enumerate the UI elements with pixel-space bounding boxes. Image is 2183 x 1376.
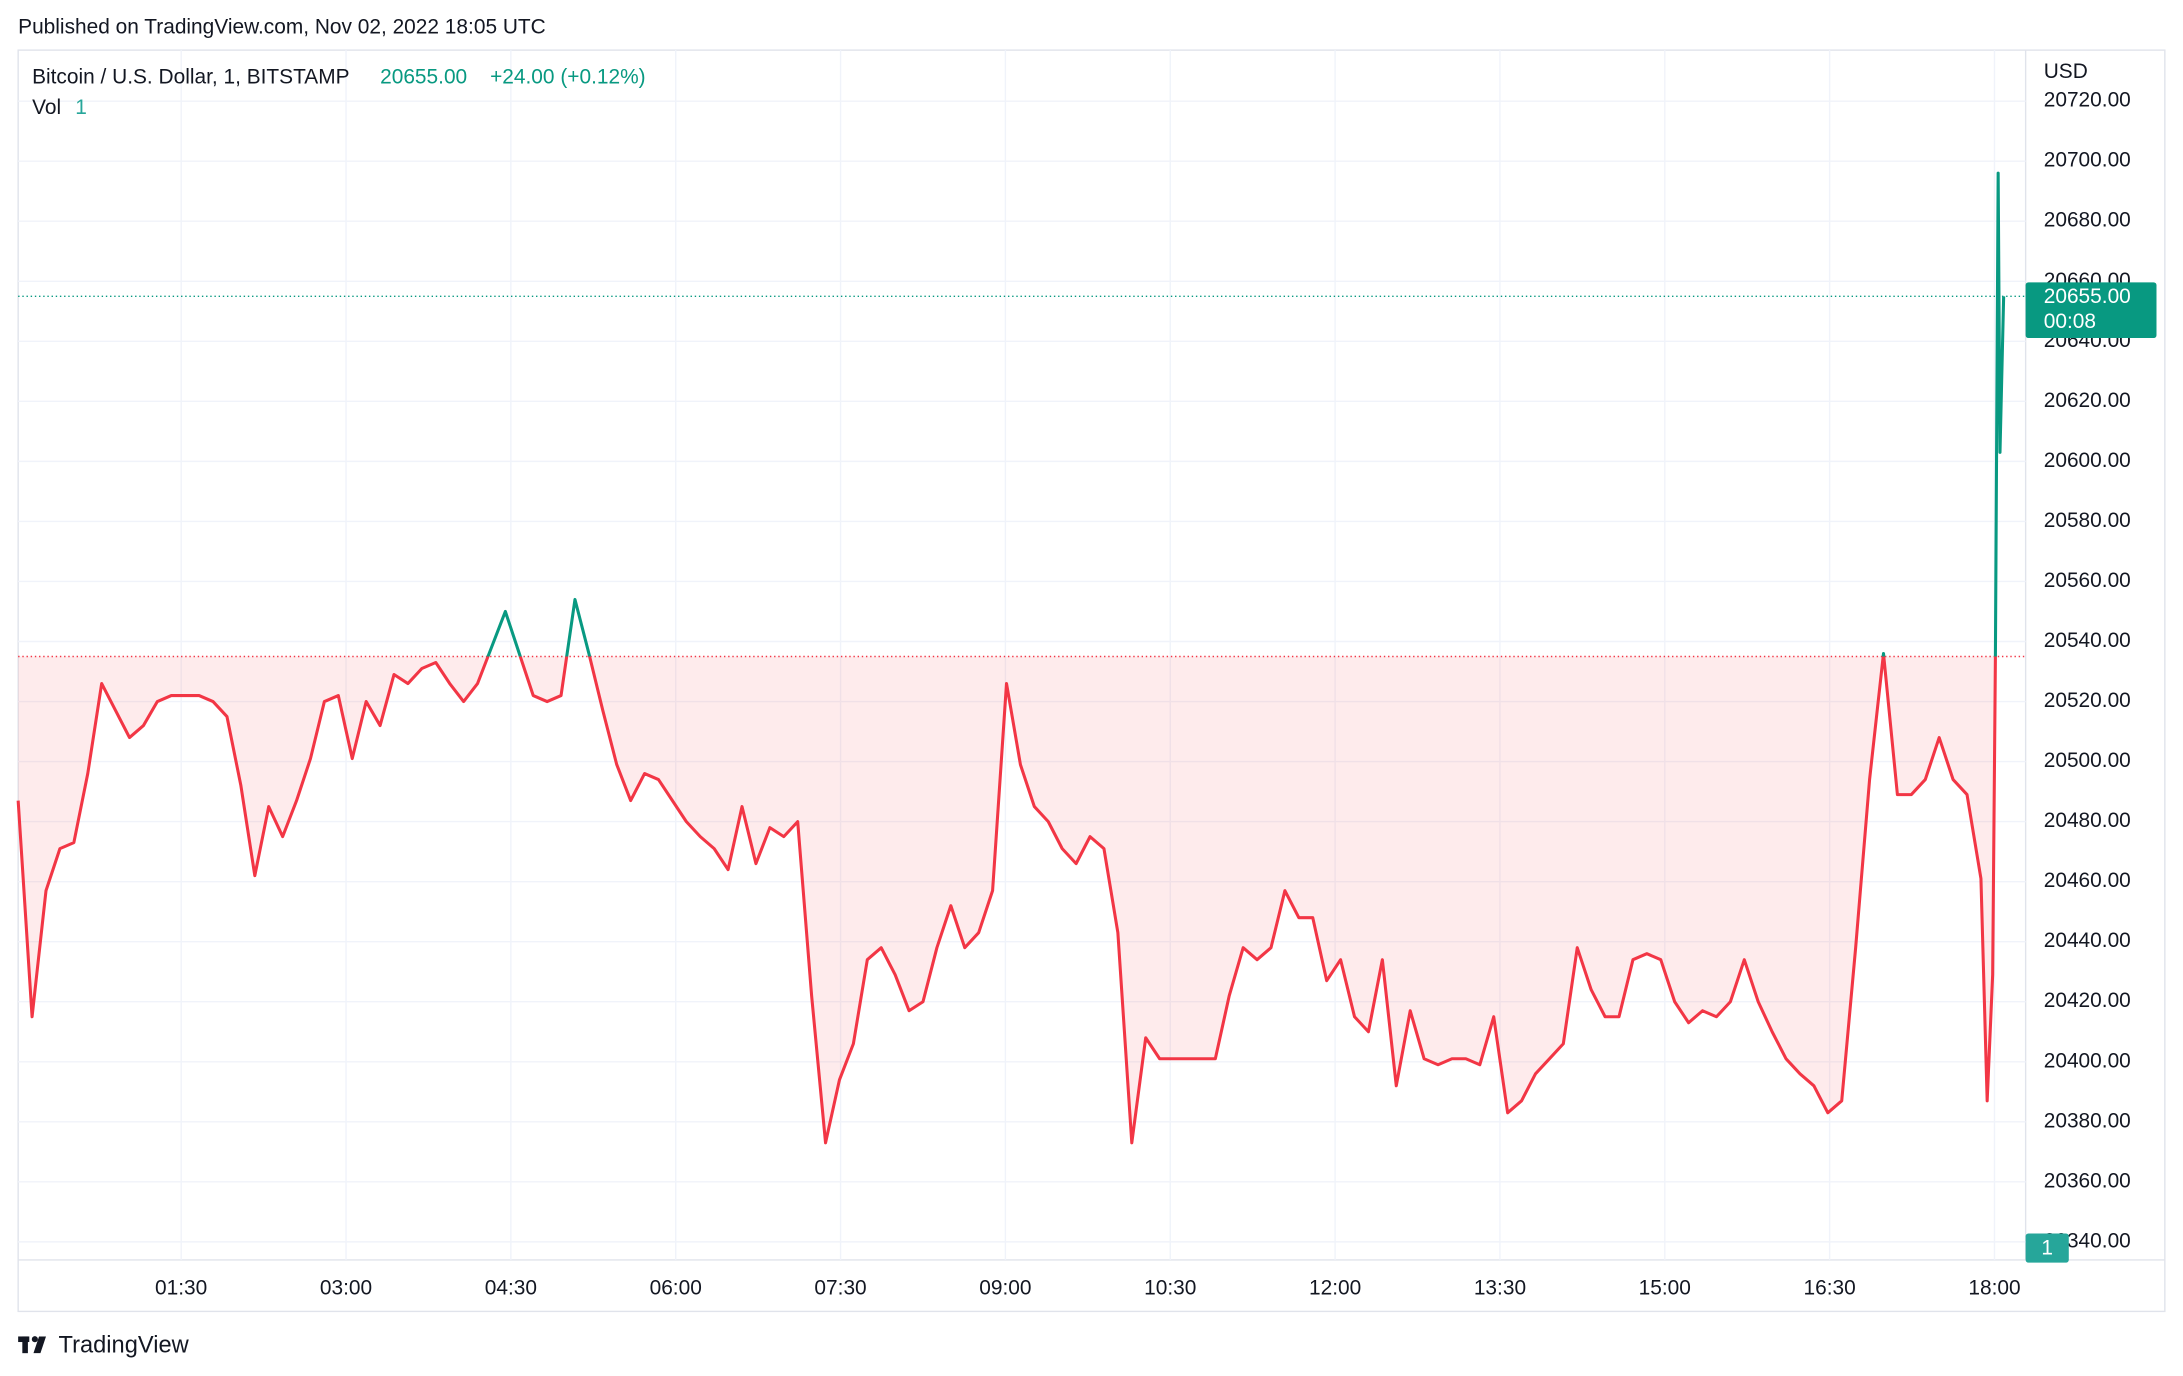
symbol-title: Bitcoin / U.S. Dollar, 1, BITSTAMP [32, 65, 349, 88]
y-tick-label: 20420.00 [2044, 989, 2131, 1012]
x-tick-label: 16:30 [1804, 1277, 1856, 1300]
legend: Bitcoin / U.S. Dollar, 1, BITSTAMP 20655… [32, 65, 646, 119]
last-price-label: 20655.00 [2044, 285, 2131, 308]
x-tick-label: 01:30 [155, 1277, 207, 1300]
x-tick-label: 09:00 [979, 1277, 1031, 1300]
x-tick-label: 12:00 [1309, 1277, 1361, 1300]
grid [18, 50, 2026, 1260]
x-tick-label: 04:30 [485, 1277, 537, 1300]
source: Published on TradingView.com, Nov 02, 20… [18, 15, 546, 38]
y-tick-label: 20680.00 [2044, 209, 2131, 232]
y-tick-label: 20400.00 [2044, 1049, 2131, 1072]
x-tick-label: 10:30 [1144, 1277, 1196, 1300]
y-tick-label: 20720.00 [2044, 89, 2131, 112]
x-tick-label: 18:00 [1968, 1277, 2020, 1300]
x-tick-label: 03:00 [320, 1277, 372, 1300]
countdown: 00:08 [2044, 310, 2096, 333]
last-price-badge [2025, 282, 2157, 339]
y-tick-label: 20620.00 [2044, 389, 2131, 412]
y-tick-label: 20380.00 [2044, 1109, 2131, 1132]
x-tick-label: 06:00 [650, 1277, 702, 1300]
y-tick-label: 20360.00 [2044, 1169, 2131, 1192]
price-line [16, 171, 2006, 1145]
legend-price: 20655.00 [380, 65, 467, 88]
y-tick-label: 20460.00 [2044, 869, 2131, 892]
axis-unit: USD [2044, 60, 2088, 83]
x-tick-label: 07:30 [814, 1277, 866, 1300]
volume-label: Vol [32, 96, 61, 119]
x-tick-label: 13:30 [1474, 1277, 1526, 1300]
y-tick-label: 20540.00 [2044, 629, 2131, 652]
logo-part [31, 1336, 38, 1343]
volume-value: 1 [75, 96, 87, 119]
axes: 20340.0020360.0020380.0020400.0020420.00… [155, 89, 2157, 1300]
logo-part [22, 1336, 28, 1354]
plot [16, 171, 2026, 1145]
y-tick-label: 20520.00 [2044, 689, 2131, 712]
y-tick-label: 20700.00 [2044, 149, 2131, 172]
y-tick-label: 20600.00 [2044, 449, 2131, 472]
y-tick-label: 20500.00 [2044, 749, 2131, 772]
volume-badge-label: 1 [2041, 1236, 2053, 1259]
legend-change: +24.00 (+0.12%) [490, 65, 646, 88]
footer: TradingView [18, 1332, 190, 1358]
x-tick-label: 15:00 [1639, 1277, 1691, 1300]
logo-part [33, 1336, 46, 1354]
chart-frame [17, 49, 2166, 1313]
footer-brand: TradingView [59, 1332, 190, 1358]
volume-badge [2025, 1233, 2069, 1263]
y-tick-label: 20440.00 [2044, 929, 2131, 952]
y-tick-label: 20480.00 [2044, 809, 2131, 832]
y-tick-label: 20580.00 [2044, 509, 2131, 532]
area-fill [18, 656, 2004, 1143]
y-tick-label: 20560.00 [2044, 569, 2131, 592]
